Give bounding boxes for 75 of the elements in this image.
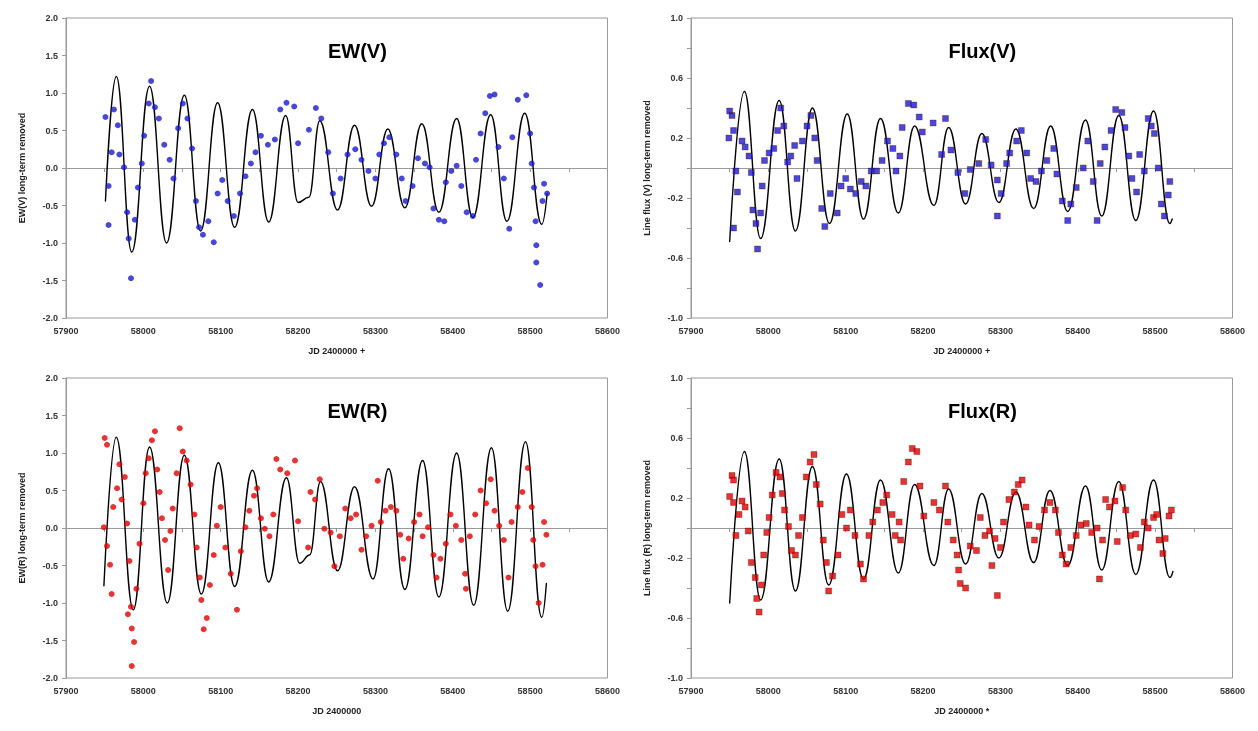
x-tick-label: 58600	[1219, 685, 1245, 696]
text: Flux(R)	[947, 400, 1017, 422]
x-tick-label: 58200	[285, 325, 311, 336]
y-tick-label: 1.5	[45, 410, 58, 421]
y-tick-label: -1.5	[42, 275, 58, 286]
x-tick-label: 58400	[440, 685, 466, 696]
x-tick-label: 58100	[833, 325, 859, 336]
x-tick-label: 58300	[987, 325, 1013, 336]
x-tick-label: 58000	[755, 685, 781, 696]
y-tick-label: 1.5	[45, 50, 58, 61]
y-tick-label: -0.2	[667, 553, 683, 563]
y-axis-title: Line flux (R) long-term removed	[641, 459, 652, 597]
x-axis-title: JD 2400000 +	[308, 345, 366, 356]
x-tick-label: 58100	[208, 685, 234, 696]
y-tick-label: -1.0	[667, 313, 683, 323]
x-tick-label: 58600	[594, 685, 620, 696]
x-tick-label: 58300	[987, 685, 1013, 696]
x-tick-label: 58400	[1065, 685, 1091, 696]
x-tick-label: 58200	[910, 685, 936, 696]
x-tick-label: 57900	[53, 685, 79, 696]
y-tick-label: -2.0	[42, 673, 58, 683]
x-tick-label: 58600	[1219, 325, 1245, 336]
x-tick-label: 58500	[517, 685, 543, 696]
x-tick-label: 58000	[755, 325, 781, 336]
y-tick-label: -1.0	[667, 673, 683, 683]
y-tick-label: 0.6	[670, 433, 683, 443]
y-tick-label: -0.6	[667, 253, 683, 263]
x-tick-label: 58100	[208, 325, 234, 336]
x-tick-label: 58500	[1142, 325, 1168, 336]
y-tick-label: 1.0	[670, 373, 683, 383]
y-tick-label: 1.0	[45, 448, 58, 458]
y-tick-label: -2.0	[42, 313, 58, 323]
x-tick-label: 58400	[440, 325, 466, 336]
x-tick-label: 58300	[362, 325, 388, 336]
y-axis-title: EW(V) long-term removed	[16, 112, 27, 224]
x-tick-label: 57900	[53, 325, 79, 336]
y-tick-label: 0.0	[45, 523, 58, 533]
y-tick-label: 0.0	[45, 163, 58, 173]
x-tick-label: 58200	[285, 685, 311, 696]
y-tick-label: -0.6	[667, 613, 683, 623]
y-tick-label: 0.5	[45, 485, 58, 496]
y-tick-label: 0.6	[670, 73, 683, 83]
y-tick-label: 1.0	[670, 13, 683, 23]
y-tick-label: 2.0	[45, 13, 58, 23]
x-tick-label: 58300	[362, 685, 388, 696]
y-tick-label: 1.0	[45, 88, 58, 98]
y-tick-label: -1.5	[42, 635, 58, 646]
x-tick-label: 58000	[130, 685, 156, 696]
x-tick-label: 57900	[678, 325, 704, 336]
text: EW(R)	[327, 400, 388, 422]
y-tick-label: -0.2	[667, 193, 683, 203]
x-tick-label: 58500	[517, 325, 543, 336]
x-tick-label: 58600	[594, 325, 620, 336]
x-axis-title: JD 2400000 +	[933, 345, 991, 356]
text: Flux(V)	[948, 40, 1017, 62]
y-axis-title: Line flux (V) long-term removed	[641, 100, 652, 236]
y-tick-label: 0.2	[670, 493, 683, 503]
x-tick-label: 58500	[1142, 685, 1168, 696]
y-tick-label: -0.5	[42, 560, 58, 571]
y-tick-label: -1.0	[42, 598, 58, 608]
x-tick-label: 57900	[678, 685, 704, 696]
line-series	[103, 436, 548, 618]
x-tick-label: 58400	[1065, 325, 1091, 336]
text: EW(V)	[327, 40, 387, 62]
y-tick-label: -0.5	[42, 200, 58, 211]
y-tick-label: 0.5	[45, 125, 58, 136]
y-axis-title: EW(R) long-term removed	[16, 472, 27, 584]
y-tick-label: -1.0	[42, 238, 58, 248]
x-tick-label: 58100	[833, 685, 859, 696]
y-tick-label: 2.0	[45, 373, 58, 383]
x-tick-label: 58200	[910, 325, 936, 336]
y-tick-label: 0.2	[670, 133, 683, 143]
x-axis-title: JD 2400000 *	[934, 705, 990, 716]
x-tick-label: 58000	[130, 325, 156, 336]
x-axis-title: JD 2400000	[312, 705, 362, 716]
